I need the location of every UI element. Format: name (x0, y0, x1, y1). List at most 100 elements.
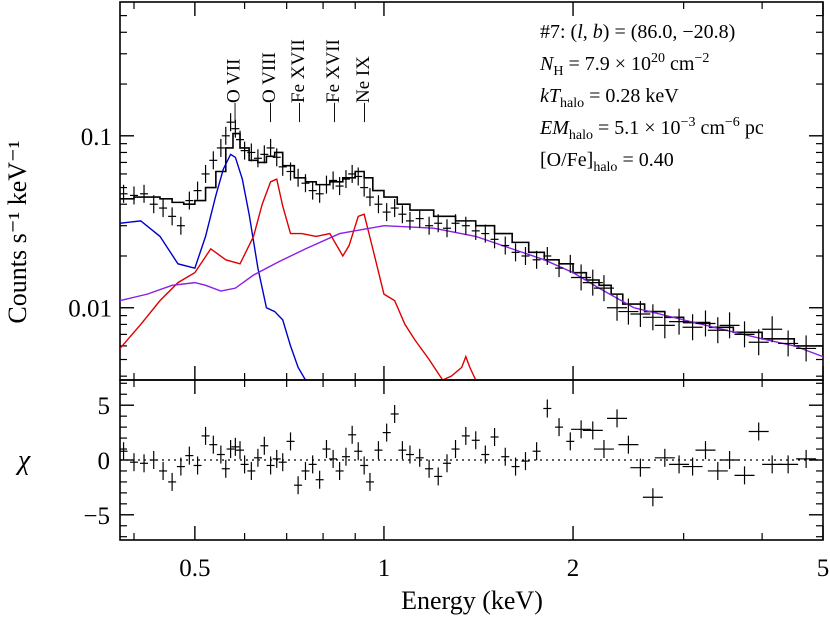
data-point (322, 175, 331, 194)
residual-point (398, 441, 407, 460)
residual-point (315, 470, 324, 489)
data-point (266, 138, 275, 157)
data-point (511, 243, 520, 262)
residual-point (341, 447, 350, 466)
model-curve-1 (120, 153, 307, 380)
data-point (209, 151, 218, 170)
residual-point (719, 451, 740, 469)
data-point (618, 298, 639, 325)
annotation-line-2: NH = 7.9 × 1020 cm−2 (539, 51, 709, 79)
data-point (236, 130, 245, 149)
data-point (425, 216, 434, 235)
residual-point (796, 449, 817, 468)
residual-point (434, 467, 443, 486)
data-point (301, 174, 310, 193)
data-point (247, 143, 256, 162)
data-point (748, 329, 769, 356)
model-curve-2 (120, 178, 477, 380)
residual-point (193, 456, 202, 475)
residual-point (471, 431, 480, 450)
data-point (490, 230, 499, 249)
residual-point (301, 461, 310, 480)
residual-point (140, 454, 149, 473)
residual-point (778, 455, 799, 474)
data-point (796, 335, 817, 362)
residual-point (329, 449, 338, 468)
residual-point (481, 445, 490, 464)
data-point (120, 184, 128, 203)
data-point (695, 310, 716, 337)
annotation-line-1: #7: (l, b) = (86.0, −20.8) (540, 21, 735, 43)
data-point (734, 321, 755, 348)
data-point (778, 330, 799, 357)
data-point (231, 119, 240, 138)
data-point (253, 149, 262, 168)
residual-point (322, 440, 331, 459)
residual-point (176, 457, 185, 476)
data-point (341, 170, 350, 189)
data-point (374, 195, 383, 214)
x-tick-label: 5 (817, 555, 830, 582)
residual-point (555, 418, 564, 437)
data-point (762, 316, 783, 343)
residual-y-tick-label: 5 (98, 393, 111, 420)
residual-point (209, 435, 218, 454)
residual-point (240, 455, 249, 474)
residual-point (607, 409, 628, 428)
residual-point (308, 455, 317, 474)
data-point (543, 246, 552, 265)
residual-point (185, 446, 194, 465)
data-point (571, 264, 592, 291)
data-point (360, 178, 369, 197)
data-point (382, 203, 391, 222)
data-point (201, 164, 210, 183)
x-axis-label: Energy (keV) (401, 586, 543, 615)
data-point (286, 162, 295, 181)
data-point (481, 224, 490, 243)
data-point (278, 157, 287, 176)
data-point (226, 113, 235, 132)
residual-point (748, 422, 769, 441)
spectrum-y-axis-label: Counts s⁻¹ keV⁻¹ (3, 140, 32, 323)
x-tick-label: 1 (378, 555, 391, 582)
residual-point (682, 457, 703, 476)
data-point (176, 216, 185, 235)
residual-point (216, 445, 225, 464)
data-point (555, 259, 564, 278)
residual-point (236, 441, 245, 460)
data-point (348, 164, 357, 183)
residual-point (618, 435, 639, 454)
model-curve-3 (120, 225, 823, 358)
data-point (221, 126, 230, 145)
residual-point (451, 440, 460, 459)
data-point (642, 304, 663, 331)
data-point (593, 275, 614, 302)
residual-point (642, 488, 663, 507)
residual-point (566, 432, 575, 451)
data-point (308, 181, 317, 200)
residual-point (734, 466, 755, 485)
residual-point (231, 437, 240, 456)
data-point (582, 269, 603, 296)
data-point (405, 211, 414, 230)
data-point (461, 216, 470, 235)
emission-line-labels: —O VII —O VIII —Fe XVII —Fe XVII —Ne IX (224, 39, 374, 123)
data-point (149, 195, 158, 214)
residual-point (247, 461, 256, 480)
data-point (566, 254, 575, 273)
residual-point (335, 461, 344, 480)
spectrum-y-tick-label: 0.01 (68, 296, 112, 323)
emission-line-label: —O VII (224, 58, 245, 123)
data-point (354, 167, 363, 186)
residual-point (382, 423, 391, 442)
data-point (532, 250, 541, 269)
residual-point (490, 427, 499, 446)
data-point (630, 300, 651, 327)
residual-point (260, 436, 269, 455)
residual-point (221, 459, 230, 478)
residual-point (226, 440, 235, 459)
data-point (140, 184, 149, 203)
residual-point (159, 461, 168, 480)
residual-y-axis-label: χ (15, 445, 31, 476)
